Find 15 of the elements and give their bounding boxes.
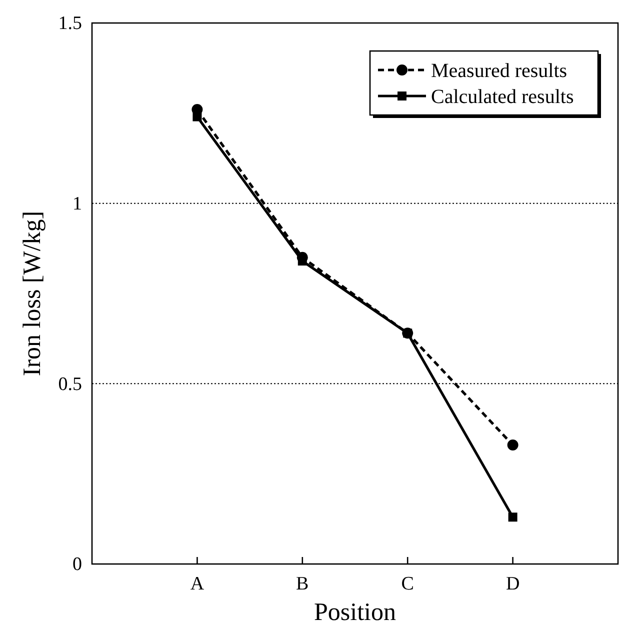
legend-label: Measured results — [431, 60, 568, 82]
point — [192, 112, 202, 122]
x-tick-label: D — [506, 573, 520, 594]
x-tick-label: B — [296, 573, 309, 594]
point — [508, 512, 518, 522]
y-tick-label: 0 — [72, 554, 82, 576]
x-tick-label: A — [190, 573, 204, 594]
y-tick-label: 0.5 — [58, 374, 82, 395]
legend-label: Calculated results — [431, 86, 574, 108]
y-tick-label: 1.5 — [58, 13, 82, 34]
x-tick-label: C — [401, 573, 414, 594]
x-axis-title: Position — [314, 599, 396, 624]
point — [507, 439, 518, 450]
y-axis-title: Iron loss [W/kg] — [19, 210, 46, 376]
y-tick-label: 1 — [72, 193, 82, 214]
